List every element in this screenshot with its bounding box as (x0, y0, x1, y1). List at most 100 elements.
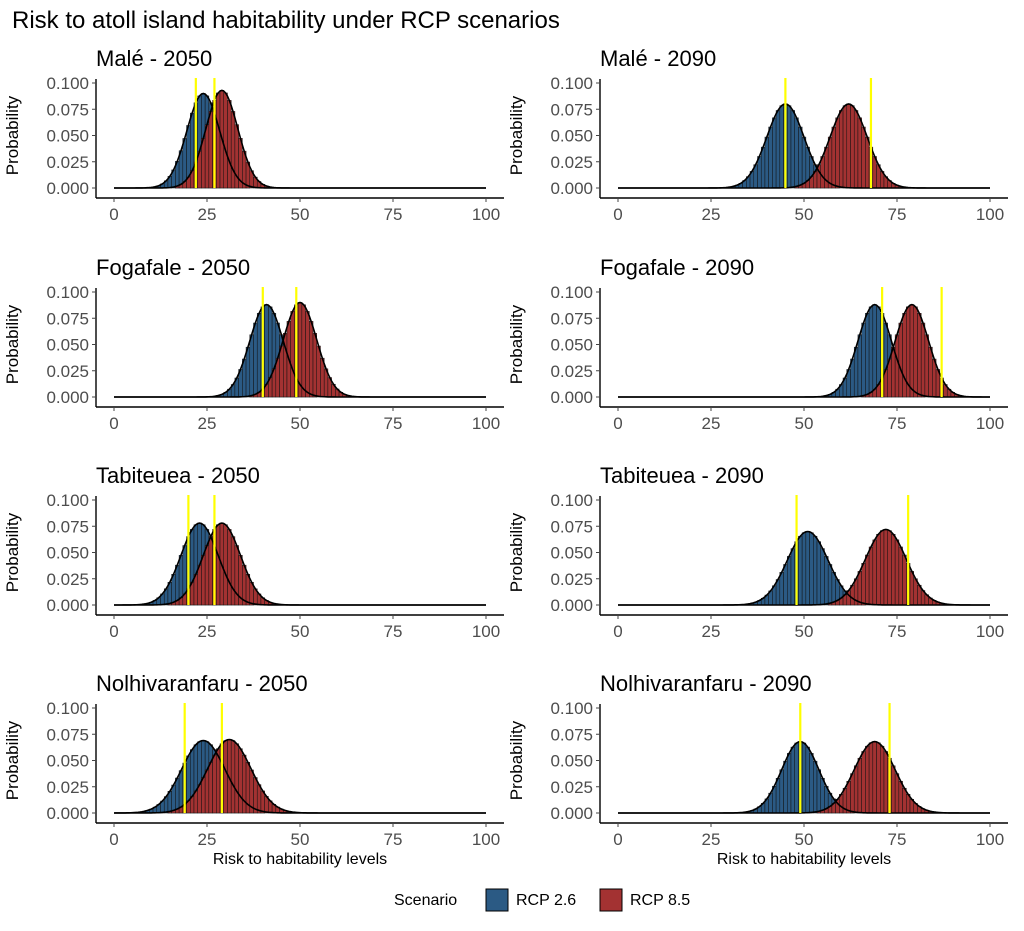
histogram-bar (853, 765, 859, 814)
x-tick-label: 0 (613, 622, 622, 641)
histogram-bar (223, 524, 228, 606)
histogram-bar (835, 117, 840, 189)
histogram-bar (813, 760, 818, 814)
x-tick-label: 75 (888, 830, 907, 849)
histogram-bar (872, 304, 877, 398)
y-tick-label: 0.075 (46, 725, 89, 744)
histogram-bar (309, 321, 314, 398)
density-curve-rcp85 (114, 89, 486, 189)
histogram-bar (883, 529, 888, 606)
histogram-bar (216, 92, 221, 189)
histogram-bar (857, 117, 862, 189)
histogram-bar (201, 777, 206, 814)
x-tick-label: 75 (384, 205, 403, 224)
x-tick-label: 50 (291, 830, 310, 849)
y-tick-label: 0.025 (46, 153, 89, 172)
histogram-bar (865, 554, 870, 606)
y-tick-label: 0.075 (550, 100, 593, 119)
histogram-bar (230, 740, 236, 814)
histogram-bar (760, 146, 766, 189)
y-tick-label: 0.025 (550, 778, 593, 797)
histogram-bar (880, 530, 885, 606)
panel-4: Fogafale - 2090 0.000 0.025 0.050 0.075 0.100… (507, 255, 1008, 433)
y-tick-label: 0.100 (46, 283, 89, 302)
histogram-bar (813, 535, 818, 606)
histogram-bar (801, 532, 807, 606)
x-tick-label: 75 (888, 414, 907, 433)
histogram-bar (853, 110, 859, 189)
histogram-bar (924, 334, 929, 398)
histogram-bar (820, 777, 825, 814)
legend-swatch-rcp26 (485, 888, 509, 912)
histogram-bar (868, 546, 874, 606)
x-tick-label: 0 (109, 830, 118, 849)
y-tick-label: 0.000 (46, 804, 89, 823)
density-curve-rcp85 (618, 303, 990, 398)
x-tick-label: 75 (888, 205, 907, 224)
x-tick-label: 100 (976, 622, 1004, 641)
panel-title: Nolhivaranfaru - 2090 (600, 671, 812, 696)
histogram-bar (238, 748, 243, 814)
histogram-bar (208, 111, 213, 189)
histogram-bar (790, 548, 795, 606)
histogram-bar (883, 751, 888, 814)
histogram-bar (891, 765, 896, 814)
histogram-bar (794, 117, 799, 189)
histogram-bar (801, 136, 807, 189)
histogram-bar (850, 773, 855, 814)
histogram-bar (245, 346, 251, 398)
histogram-bar (865, 136, 870, 189)
histogram-bar (891, 533, 896, 606)
panel-title: Tabiteuea - 2090 (600, 463, 764, 488)
histogram-bar (305, 311, 310, 398)
histogram-bar (279, 345, 284, 398)
panel-2: Malé - 2090 0.000 0.025 0.050 0.075 0.100 0 25 5… (507, 46, 1008, 224)
y-tick-label: 0.050 (550, 336, 593, 355)
histogram-bar (850, 105, 855, 189)
histogram-bar (249, 334, 254, 398)
histogram-bar (891, 346, 896, 398)
legend-label-rcp26: RCP 2.6 (516, 892, 576, 909)
histogram-bar (820, 548, 825, 606)
density-curve-rcp85 (114, 522, 486, 606)
histogram-bar (787, 556, 792, 606)
histogram-bar (846, 780, 851, 814)
histogram-bar (842, 105, 848, 189)
x-tick-label: 100 (472, 414, 500, 433)
histogram-bar (253, 322, 258, 398)
histogram-bar (316, 345, 321, 398)
y-tick-label: 0.075 (550, 517, 593, 536)
histogram-bar (230, 111, 236, 189)
histogram-bar (801, 742, 807, 814)
histogram-bar (242, 754, 247, 814)
histogram-bar (846, 103, 851, 189)
legend-swatch-rcp85 (599, 888, 623, 912)
y-tick-label: 0.050 (46, 127, 89, 146)
histogram-bar (212, 754, 217, 814)
y-tick-label: 0.050 (46, 752, 89, 771)
histogram-bar (872, 741, 877, 814)
histogram-bar (783, 564, 788, 606)
histogram-bar (857, 334, 862, 398)
histogram-bar (917, 313, 922, 398)
y-tick-label: 0.100 (46, 699, 89, 718)
x-tick-label: 100 (472, 830, 500, 849)
histogram-bar (827, 136, 833, 189)
panel-6: Tabiteuea - 2090 0.000 0.025 0.050 0.075 0.10… (507, 463, 1008, 641)
histogram-bar (913, 306, 918, 398)
histogram-bar (768, 126, 773, 189)
x-tick-label: 0 (613, 414, 622, 433)
y-tick-label: 0.075 (46, 517, 89, 536)
y-axis-label: Probability (3, 720, 22, 800)
y-axis-label: Probability (3, 95, 22, 175)
histogram-bar (197, 564, 202, 606)
x-tick-label: 0 (109, 622, 118, 641)
histogram-bar (898, 546, 903, 606)
histogram-bar (197, 784, 202, 814)
histogram-bar (853, 346, 859, 398)
histogram-bar (876, 742, 881, 814)
bars-rcp85 (167, 739, 291, 814)
x-tick-label: 25 (702, 205, 721, 224)
x-tick-label: 50 (291, 205, 310, 224)
panel-grid: Malé - 2050 0.000 0.025 0.050 0.075 0.100 0 25 5… (3, 46, 1008, 849)
